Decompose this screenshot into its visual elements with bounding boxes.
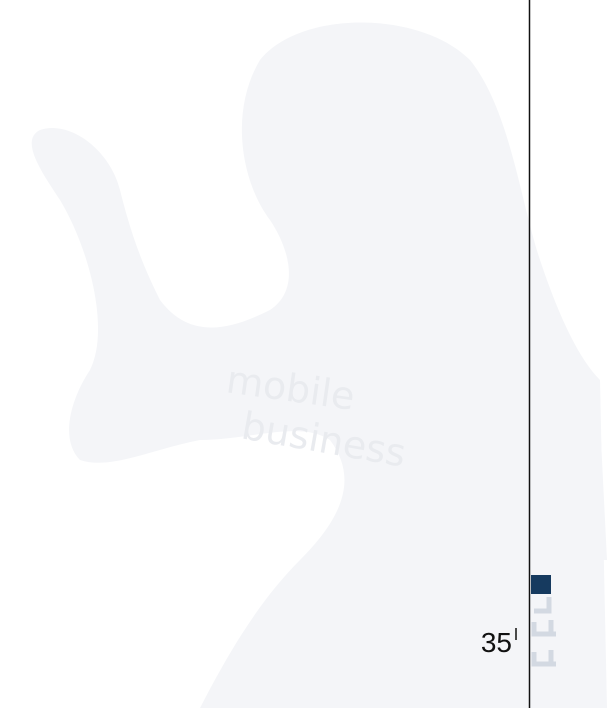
corner-mark xyxy=(531,650,556,667)
page-number: 35 xyxy=(481,627,512,658)
corner-mark xyxy=(534,597,552,614)
accent-square xyxy=(531,575,551,594)
watermark-silhouette xyxy=(31,22,607,708)
corner-mark xyxy=(531,620,556,637)
